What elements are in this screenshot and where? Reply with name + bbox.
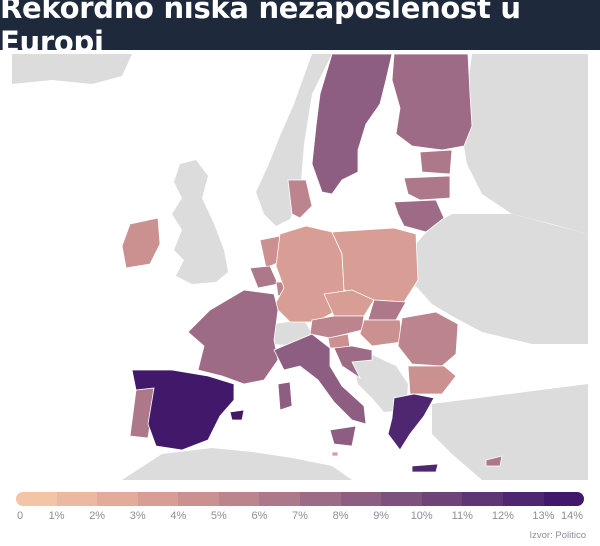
region-hungary <box>359 319 403 347</box>
region-romania <box>397 311 459 367</box>
region-ireland <box>121 217 161 269</box>
region-malta <box>331 451 339 457</box>
region-france <box>187 289 279 385</box>
legend-tick-label: 0 <box>16 510 24 522</box>
region-denmark <box>287 179 313 219</box>
legend-tick-label: 3% <box>129 510 146 522</box>
land-belarus-ukraine <box>414 214 588 344</box>
legend-tick-label: 12% <box>491 510 514 522</box>
region-greece <box>387 393 435 451</box>
legend-swatch <box>137 492 179 506</box>
legend-swatch <box>16 492 57 506</box>
region-belgium <box>249 265 279 289</box>
region-austria <box>309 315 365 339</box>
region-italy <box>277 381 293 411</box>
legend-tick-label: 9% <box>373 510 390 522</box>
legend-swatch <box>340 492 382 506</box>
region-spain <box>131 369 235 451</box>
legend-tick-label: 2% <box>89 510 106 522</box>
land-iceland-north <box>12 54 132 84</box>
land-russia-north <box>462 54 588 234</box>
legend-tick-label: 13% <box>532 510 555 522</box>
legend-tick-label: 4% <box>170 510 187 522</box>
legend-swatch <box>543 492 585 506</box>
land-norway <box>256 54 332 226</box>
legend-swatch <box>97 492 138 506</box>
legend-tick-label: 11% <box>451 510 473 522</box>
land-uk <box>172 160 228 284</box>
region-bulgaria <box>407 365 457 395</box>
region-finland <box>391 54 473 151</box>
color-scale-legend <box>16 492 585 506</box>
legend-swatch <box>56 492 98 506</box>
region-spain <box>229 409 245 421</box>
land-north-africa <box>122 448 352 480</box>
region-greece <box>411 463 439 473</box>
region-czechia <box>323 289 375 317</box>
legend-swatch <box>381 492 422 506</box>
legend-swatch <box>178 492 219 506</box>
legend-tick-label: 6% <box>251 510 268 522</box>
map-title: Rekordno niska nezaposlenost u Europi <box>0 0 521 59</box>
region-italy <box>329 425 357 447</box>
legend-swatch <box>259 492 301 506</box>
region-estonia <box>419 149 453 175</box>
title-bar: Rekordno niska nezaposlenost u Europi <box>0 0 600 59</box>
legend-swatch <box>502 492 544 506</box>
legend-tick-label: 1% <box>48 510 65 522</box>
legend-tick-label: 8% <box>332 510 349 522</box>
legend-tick-label: 7% <box>292 510 308 522</box>
legend-tick-label: 10% <box>410 510 433 522</box>
legend-swatch <box>218 492 260 506</box>
land-turkey <box>432 384 588 480</box>
source-credit: Izvor: Politico <box>529 530 587 541</box>
region-cyprus <box>485 455 503 467</box>
europe-map <box>12 54 588 480</box>
region-lithuania <box>393 199 445 233</box>
legend-tick-label: 14% <box>560 510 584 522</box>
map-area <box>12 54 588 480</box>
legend-tick-labels: 0 1% 2% 3% 4% 5% 6% 7% 8% 9% 10% 11% 12% 13% 14% <box>16 510 584 524</box>
region-latvia <box>403 175 451 201</box>
legend-swatch <box>462 492 503 506</box>
region-italy <box>273 333 367 425</box>
region-slovakia <box>367 299 407 321</box>
legend-swatch <box>300 492 341 506</box>
region-sweden <box>311 54 393 195</box>
land-balkans <box>350 350 408 412</box>
region-croatia <box>333 345 373 380</box>
legend-swatch <box>421 492 463 506</box>
legend-tick-label: 5% <box>210 510 227 522</box>
